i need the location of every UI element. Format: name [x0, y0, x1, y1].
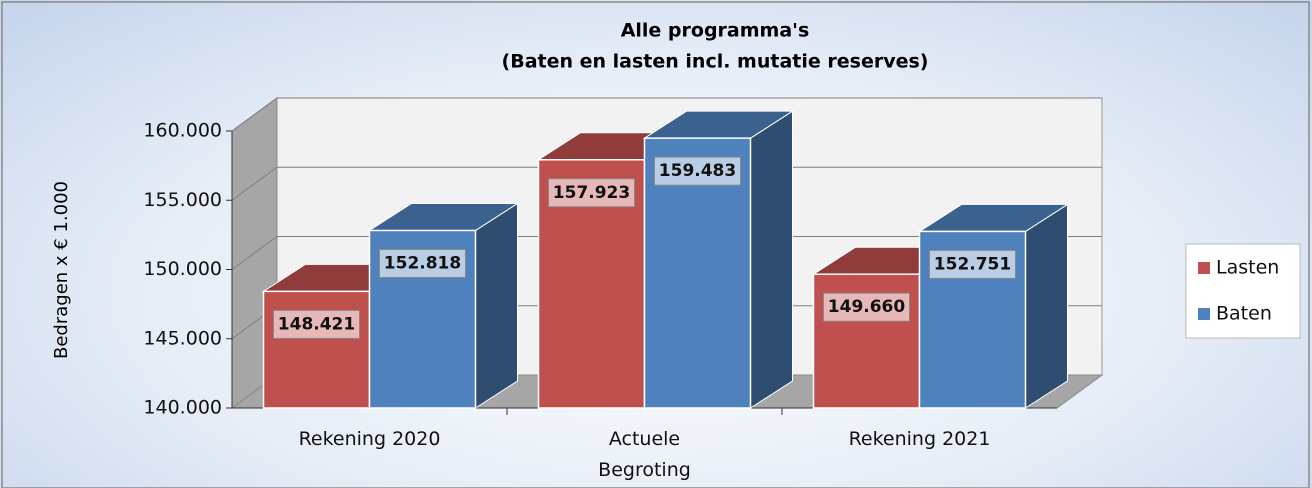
y-tick-label: 150.000 — [143, 258, 222, 280]
value-label-box — [273, 309, 360, 339]
y-tick-label: 140.000 — [143, 397, 222, 419]
value-label-box — [929, 249, 1016, 279]
y-tick-label: 160.000 — [143, 120, 222, 142]
value-label-box — [823, 292, 910, 322]
value-label: 152.751 — [934, 254, 1011, 274]
bar — [917, 203, 1070, 409]
value-label: 149.660 — [828, 297, 906, 317]
bar-side — [1025, 203, 1068, 409]
grid-line — [231, 97, 278, 132]
value-label: 148.421 — [278, 314, 355, 334]
legend-box — [1185, 243, 1301, 339]
bar-side — [475, 202, 518, 409]
grid-line — [231, 236, 278, 270]
bar-side — [750, 110, 793, 409]
chart-title: Alle programma's — [621, 20, 810, 42]
bar — [367, 202, 520, 409]
value-label: 159.483 — [659, 161, 736, 181]
y-tick-label: 145.000 — [143, 327, 222, 349]
value-label-box — [654, 156, 741, 186]
bar-front — [262, 290, 371, 409]
x-tick-label: Rekening 2020 — [298, 428, 441, 450]
x-tick-label: Actuele Begroting — [598, 428, 691, 481]
legend-label: Baten — [1216, 303, 1272, 325]
y-tick-label: 155.000 — [143, 189, 222, 211]
bar — [642, 110, 795, 409]
legend-swatch — [1198, 308, 1210, 320]
value-label-box — [548, 178, 635, 208]
value-label: 152.818 — [384, 253, 461, 273]
y-axis-label: Bedragen x € 1.000 — [51, 181, 72, 359]
chart-subtitle: (Baten en lasten incl. mutatie reserves) — [502, 51, 929, 73]
legend-label: Lasten — [1216, 257, 1279, 279]
legend-swatch — [1198, 262, 1210, 274]
x-tick-label: Rekening 2021 — [848, 428, 991, 450]
value-label: 157.923 — [553, 183, 630, 203]
grid-line — [231, 166, 278, 201]
value-label-box — [379, 248, 466, 278]
